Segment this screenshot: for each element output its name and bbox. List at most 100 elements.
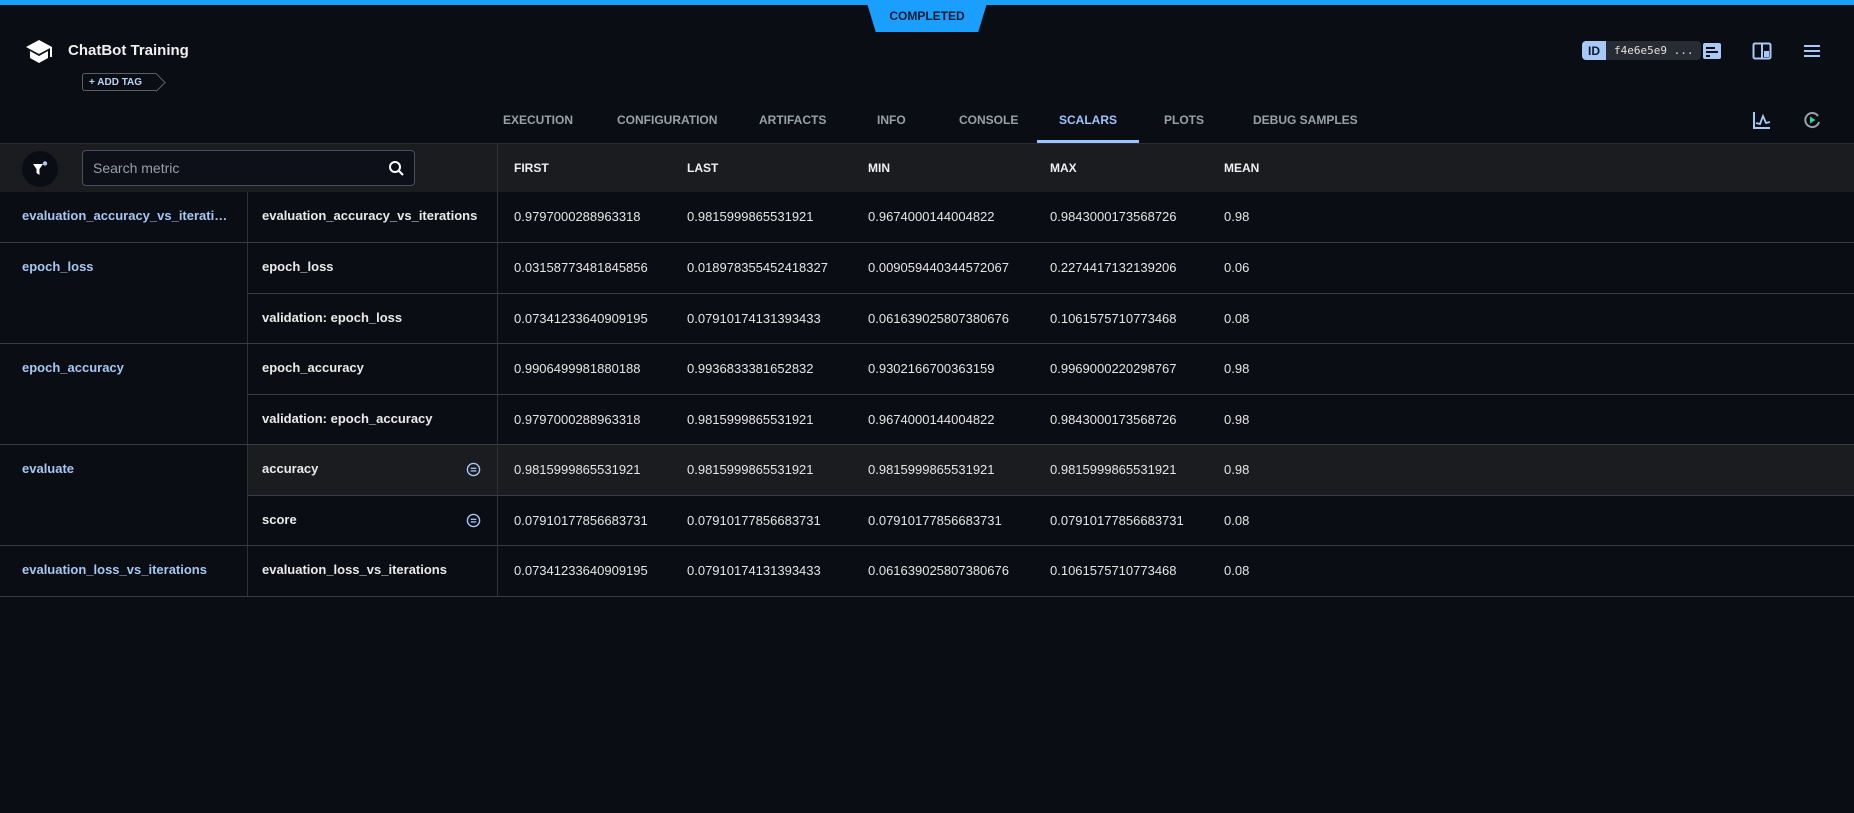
search-icon[interactable] <box>388 160 404 176</box>
value-first: 0.07910177856683731 <box>514 513 648 528</box>
metric-name: epoch_accuracy <box>262 360 364 375</box>
metric-name: validation: epoch_accuracy <box>262 411 433 426</box>
tab-debug-samples[interactable]: DEBUG SAMPLES <box>1253 113 1358 127</box>
metric-group: evaluation_loss_vs_iterations evaluation_… <box>0 546 1854 597</box>
group-name[interactable]: epoch_accuracy <box>22 360 124 375</box>
metric-group: epoch_accuracy epoch_accuracy 0.9906499981… <box>0 344 1854 445</box>
group-name[interactable]: evaluate <box>22 461 75 476</box>
id-value: f4e6e5e9 ... <box>1606 41 1702 60</box>
metric-cell: epoch_loss <box>248 243 498 293</box>
metric-cell: evaluation_accuracy_vs_iterations <box>248 192 498 242</box>
graduation-cap-icon <box>26 40 52 63</box>
tab-artifacts[interactable]: ARTIFACTS <box>759 113 827 127</box>
table-row: accuracy 0.9815999865531921 0.981599986553… <box>247 445 1854 495</box>
value-mean: 0.08 <box>1224 513 1250 528</box>
value-min: 0.9674000144004822 <box>868 209 995 224</box>
value-first: 0.9815999865531921 <box>514 462 641 477</box>
metric-cell: epoch_accuracy <box>248 344 498 394</box>
value-max: 0.9815999865531921 <box>1050 462 1177 477</box>
value-mean: 0.08 <box>1224 311 1250 326</box>
table-row: epoch_loss 0.03158773481845856 0.018978355… <box>247 243 1854 293</box>
table-row: score 0.07910177856683731 0.07910177856683… <box>247 495 1854 546</box>
auto-refresh-icon[interactable] <box>1802 110 1822 130</box>
metric-name: accuracy <box>262 461 319 476</box>
tab-scalars[interactable]: SCALARS <box>1037 105 1139 143</box>
value-first: 0.07341233640909195 <box>514 311 648 326</box>
value-last: 0.07910177856683731 <box>687 513 821 528</box>
value-mean: 0.08 <box>1224 563 1250 578</box>
value-max: 0.9969000220298767 <box>1050 361 1177 376</box>
metric-name: evaluation_loss_vs_iterations <box>262 562 447 577</box>
search-metric-field[interactable] <box>82 150 415 186</box>
group-name[interactable]: evaluation_accuracy_vs_iteratio... <box>22 208 232 223</box>
value-first: 0.9797000288963318 <box>514 209 641 224</box>
group-name[interactable]: evaluation_loss_vs_iterations <box>22 562 207 577</box>
details-panel-icon[interactable] <box>1702 41 1722 61</box>
metric-cell: accuracy <box>248 445 498 495</box>
value-min: 0.9302166700363159 <box>868 361 995 376</box>
value-min: 0.061639025807380676 <box>868 311 1009 326</box>
value-max: 0.1061575710773468 <box>1050 311 1177 326</box>
metric-name: score <box>262 512 297 527</box>
value-mean: 0.98 <box>1224 361 1250 376</box>
page-title: ChatBot Training <box>68 42 189 59</box>
value-last: 0.9936833381652832 <box>687 361 814 376</box>
column-min[interactable]: MIN <box>868 161 890 175</box>
value-max: 0.2274417132139206 <box>1050 260 1177 275</box>
filter-button[interactable] <box>22 151 58 187</box>
equals-circle-icon[interactable] <box>466 462 481 477</box>
value-last: 0.9815999865531921 <box>687 462 814 477</box>
metric-group: evaluation_accuracy_vs_iteratio... evalua… <box>0 192 1854 243</box>
metric-cell: evaluation_loss_vs_iterations <box>248 546 498 596</box>
table-row: epoch_accuracy 0.9906499981880188 0.993683… <box>247 344 1854 394</box>
value-last: 0.9815999865531921 <box>687 209 814 224</box>
equals-circle-icon[interactable] <box>466 513 481 528</box>
menu-icon[interactable] <box>1802 41 1822 61</box>
value-last: 0.018978355452418327 <box>687 260 828 275</box>
value-min: 0.07910177856683731 <box>868 513 1002 528</box>
metric-name: epoch_loss <box>262 259 334 274</box>
tab-plots[interactable]: PLOTS <box>1164 113 1205 127</box>
metric-cell: validation: epoch_loss <box>248 294 498 344</box>
value-max: 0.9843000173568726 <box>1050 412 1177 427</box>
tab-info[interactable]: INFO <box>877 113 906 127</box>
tab-configuration[interactable]: CONFIGURATION <box>617 113 718 127</box>
table-row: evaluation_loss_vs_iterations 0.073412336… <box>247 546 1854 596</box>
metric-cell: score <box>248 496 498 546</box>
table-row: evaluation_accuracy_vs_iterations 0.97970… <box>247 192 1854 242</box>
chart-view-icon[interactable] <box>1752 110 1772 130</box>
value-mean: 0.98 <box>1224 412 1250 427</box>
value-min: 0.061639025807380676 <box>868 563 1009 578</box>
column-first[interactable]: FIRST <box>514 161 549 175</box>
metric-name: evaluation_accuracy_vs_iterations <box>262 208 478 223</box>
table-row: validation: epoch_accuracy 0.979700028896… <box>247 394 1854 445</box>
value-min: 0.009059440344572067 <box>868 260 1009 275</box>
search-input[interactable] <box>93 160 388 176</box>
table-row: validation: epoch_loss 0.0734123364090919… <box>247 293 1854 344</box>
value-min: 0.9815999865531921 <box>868 462 995 477</box>
value-mean: 0.98 <box>1224 462 1250 477</box>
value-first: 0.03158773481845856 <box>514 260 648 275</box>
value-mean: 0.06 <box>1224 260 1250 275</box>
table-header: FIRST LAST MIN MAX MEAN <box>0 143 1854 193</box>
value-max: 0.9843000173568726 <box>1050 209 1177 224</box>
metric-name: validation: epoch_loss <box>262 310 403 325</box>
value-last: 0.07910174131393433 <box>687 563 821 578</box>
value-min: 0.9674000144004822 <box>868 412 995 427</box>
layout-split-icon[interactable] <box>1752 41 1772 61</box>
tab-console[interactable]: CONSOLE <box>959 113 1019 127</box>
value-first: 0.9797000288963318 <box>514 412 641 427</box>
task-id-badge[interactable]: ID f4e6e5e9 ... <box>1582 41 1702 60</box>
metric-group: evaluate accuracy 0.9815999865531921 0.9815… <box>0 445 1854 546</box>
add-tag-button[interactable]: + ADD TAG <box>82 73 157 91</box>
scalars-table: evaluation_accuracy_vs_iteratio...evalua… <box>0 192 1854 597</box>
value-max: 0.1061575710773468 <box>1050 563 1177 578</box>
status-badge: COMPLETED <box>866 0 988 32</box>
column-last[interactable]: LAST <box>687 161 719 175</box>
column-max[interactable]: MAX <box>1050 161 1077 175</box>
group-name[interactable]: epoch_loss <box>22 259 94 274</box>
value-max: 0.07910177856683731 <box>1050 513 1184 528</box>
column-mean[interactable]: MEAN <box>1224 161 1260 175</box>
metric-cell: validation: epoch_accuracy <box>248 395 498 445</box>
tab-execution[interactable]: EXECUTION <box>503 113 574 127</box>
